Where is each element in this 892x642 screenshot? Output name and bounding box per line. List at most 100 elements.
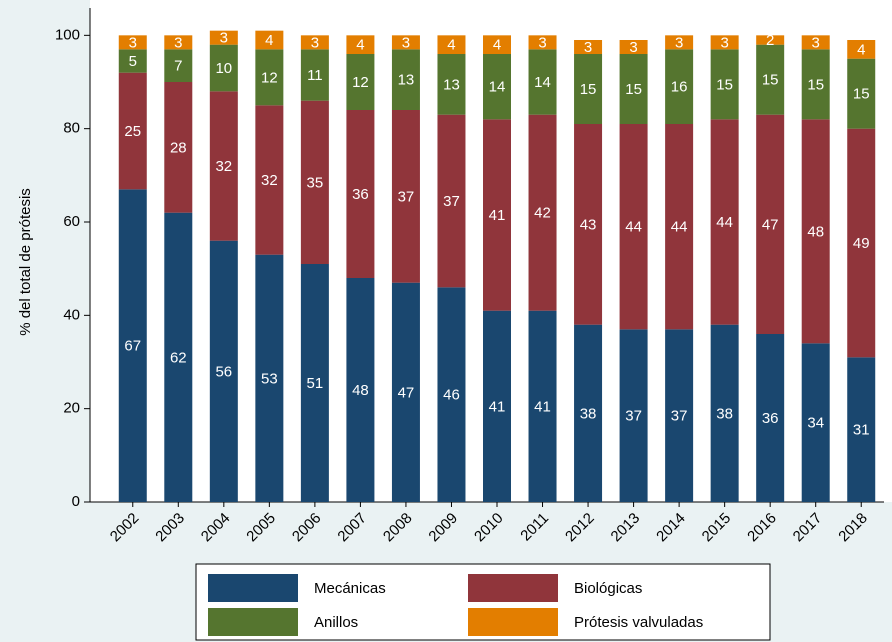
data-label: 56 [215,363,232,380]
data-label: 11 [307,67,323,84]
bar-segment [300,264,329,502]
data-label: 3 [538,34,546,51]
data-label: 14 [489,79,506,96]
bar-segment [255,105,284,255]
data-label: 12 [352,74,369,91]
data-label: 3 [675,34,683,51]
bar-segment [574,54,603,124]
bar-segment [801,35,830,50]
y-tick-label: 0 [72,493,80,510]
x-tick-label: 2011 [517,510,552,545]
data-label: 3 [129,34,137,51]
data-label: 67 [124,338,141,355]
bar-segment [118,35,147,50]
x-tick-label: 2014 [653,510,689,546]
data-label: 34 [807,415,824,432]
data-label: 3 [629,39,637,56]
data-label: 4 [447,37,455,54]
bar-segment [665,329,694,502]
bar-segment [483,119,511,311]
bar-segment [255,254,284,502]
data-label: 43 [580,216,597,233]
legend-label: Biológicas [574,580,642,597]
data-label: 4 [356,37,364,54]
data-label: 44 [625,219,642,236]
data-label: 3 [812,34,820,51]
data-label: 48 [807,223,824,240]
bar-segment [619,54,648,124]
bar-segment [528,35,557,50]
x-tick-label: 2003 [152,510,188,546]
x-tick-label: 2018 [835,510,871,546]
data-label: 51 [307,375,324,392]
bar-segment [528,49,557,115]
x-tick-label: 2009 [425,510,461,546]
data-label: 15 [625,81,642,98]
bar-segment [118,189,147,503]
data-label: 4 [493,37,501,54]
bar-segment [710,119,739,325]
bar-segment [209,240,238,502]
legend-swatch [468,608,558,636]
data-label: 62 [170,349,187,366]
data-label: 31 [853,422,870,439]
bar-segment [255,49,284,106]
bar-segment [574,124,603,325]
data-label: 15 [580,81,597,98]
data-label: 15 [807,76,824,93]
bar-segment [665,35,694,50]
x-tick-label: 2008 [380,510,416,546]
x-tick-label: 2012 [562,510,598,546]
legend-swatch [208,608,298,636]
legend-swatch [208,574,298,602]
bar-segment [164,212,193,502]
data-label: 37 [443,193,460,210]
bar-segment [756,44,785,115]
data-label: 44 [716,214,733,231]
bar-segment [300,35,329,50]
data-label: 3 [584,39,592,56]
y-tick-label: 60 [63,213,80,230]
data-label: 3 [174,34,182,51]
bar-segment [483,35,511,54]
bar-segment [756,334,785,502]
bar-segment [346,110,375,278]
data-label: 42 [534,205,551,222]
bar-segment [710,35,739,50]
data-label: 5 [129,53,137,70]
bar-segment [483,54,511,120]
bar-segment [209,91,238,241]
bar-segment [847,128,876,358]
y-tick-label: 100 [55,26,80,43]
bar-segment [164,82,193,213]
data-label: 15 [762,72,779,89]
bar-segment [391,110,420,283]
data-label: 13 [443,76,460,93]
bar-segment [209,30,238,45]
bar-segment [756,35,785,45]
bar-segment [847,40,876,59]
data-label: 36 [762,410,779,427]
x-tick-label: 2016 [744,510,780,546]
bar-segment [437,114,466,288]
data-label: 14 [534,74,551,91]
data-label: 41 [489,207,506,224]
bar-segment [847,357,876,502]
bar-segment [574,40,603,54]
data-label: 37 [398,188,415,205]
data-label: 10 [215,60,232,77]
x-tick-label: 2013 [608,510,644,546]
x-tick-label: 2007 [334,510,370,546]
bar-segment [801,119,830,344]
y-tick-label: 40 [63,306,80,323]
bar-segment [710,49,739,120]
bar-segment [756,114,785,335]
bar-segment [528,310,557,502]
bar-segment [300,100,329,265]
bar-segment [346,278,375,502]
data-label: 41 [489,398,506,415]
data-label: 46 [443,387,460,404]
bar-segment [574,324,603,502]
data-label: 37 [671,408,688,425]
x-tick-label: 2010 [471,510,507,546]
